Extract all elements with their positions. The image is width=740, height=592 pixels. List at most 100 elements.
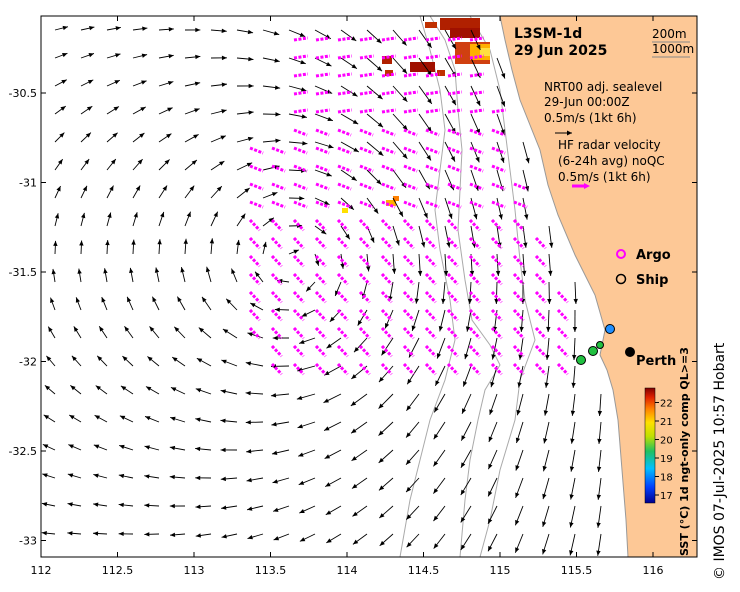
radar-arrow bbox=[381, 108, 397, 114]
velocity-arrowhead bbox=[569, 550, 574, 556]
velocity-arrowhead bbox=[352, 91, 358, 97]
radar-arrow bbox=[248, 326, 261, 340]
velocity-arrowhead bbox=[169, 445, 176, 451]
y-tick-label: -32.5 bbox=[9, 445, 37, 458]
radar-arrow bbox=[293, 54, 309, 60]
radar-arrow bbox=[381, 54, 397, 60]
velocity-arrowhead bbox=[411, 325, 416, 331]
radar-arrow bbox=[381, 146, 396, 155]
radar-arrow bbox=[469, 90, 485, 96]
velocity-arrowhead bbox=[41, 502, 48, 507]
velocity-arrowhead bbox=[476, 44, 481, 50]
velocity-arrowhead bbox=[81, 212, 86, 219]
velocity-arrowhead bbox=[274, 85, 281, 90]
velocity-arrowhead bbox=[166, 133, 172, 139]
velocity-arrowhead bbox=[189, 185, 195, 191]
velocity-arrowhead bbox=[351, 175, 357, 181]
radar-arrow bbox=[403, 182, 418, 191]
velocity-arrowhead bbox=[167, 80, 174, 86]
argo-float-marker[interactable] bbox=[596, 341, 604, 349]
radar-arrow bbox=[359, 108, 375, 114]
radar-arrow bbox=[468, 254, 481, 268]
velocity-arrowhead bbox=[406, 542, 412, 548]
radar-arrow bbox=[337, 200, 352, 209]
velocity-arrowhead bbox=[144, 532, 150, 537]
argo-float-marker[interactable] bbox=[588, 346, 598, 356]
radar-arrow bbox=[336, 362, 349, 376]
radar-arrow bbox=[293, 146, 308, 155]
velocity-arrowhead bbox=[299, 508, 305, 514]
velocity-arrowhead bbox=[315, 260, 320, 266]
ship-legend-icon bbox=[615, 273, 627, 285]
velocity-arrowhead bbox=[42, 473, 48, 478]
velocity-arrowhead bbox=[299, 32, 306, 37]
radar-arrow bbox=[469, 146, 484, 155]
argo-float-marker[interactable] bbox=[605, 324, 615, 334]
radar-arrow bbox=[314, 272, 327, 286]
velocity-arrowhead bbox=[500, 101, 506, 107]
radar-arrow bbox=[469, 164, 484, 173]
radar-arrow bbox=[469, 54, 485, 60]
radar-arrow bbox=[315, 146, 330, 155]
radar-velocity-arrows bbox=[248, 36, 569, 376]
velocity-arrowhead bbox=[569, 522, 574, 528]
radar-arrow bbox=[424, 254, 437, 268]
velocity-arrowhead bbox=[376, 66, 383, 72]
velocity-arrowhead bbox=[340, 263, 345, 269]
velocity-arrowhead bbox=[195, 446, 201, 452]
radar-arrow bbox=[534, 326, 547, 340]
radar-arrow bbox=[490, 272, 503, 286]
radar-arrow bbox=[468, 344, 481, 358]
radar-arrow bbox=[447, 72, 463, 78]
radar-arrow bbox=[447, 54, 463, 60]
radar-arrow bbox=[248, 218, 261, 232]
radar-arrow bbox=[491, 108, 507, 114]
velocity-arrowhead bbox=[417, 270, 423, 276]
velocity-arrowhead bbox=[216, 186, 222, 192]
velocity-arrowhead bbox=[220, 135, 226, 140]
velocity-arrowhead bbox=[376, 38, 382, 44]
radar-arrow bbox=[425, 182, 440, 191]
radar-arrow bbox=[314, 290, 327, 304]
velocity-arrowhead bbox=[476, 100, 481, 106]
velocity-arrowhead bbox=[433, 460, 439, 467]
velocity-arrowhead bbox=[79, 240, 84, 246]
velocity-arrowhead bbox=[324, 426, 330, 431]
radar-arrow bbox=[270, 236, 283, 250]
radar-arrow bbox=[337, 128, 352, 137]
velocity-arrowhead bbox=[221, 55, 227, 61]
velocity-arrowhead bbox=[250, 302, 256, 308]
velocity-arrowhead bbox=[433, 515, 439, 522]
radar-arrow bbox=[249, 164, 264, 173]
velocity-arrowhead bbox=[489, 409, 494, 415]
velocity-arrowhead bbox=[352, 511, 358, 517]
velocity-arrowhead bbox=[324, 200, 330, 205]
radar-arrow bbox=[446, 362, 459, 376]
velocity-arrowhead bbox=[140, 106, 146, 112]
velocity-arrowhead bbox=[169, 474, 175, 480]
radar-arrow bbox=[292, 218, 305, 232]
radar-arrow bbox=[293, 164, 308, 173]
radar-arrow bbox=[424, 218, 437, 232]
velocity-arrowhead bbox=[115, 26, 121, 31]
velocity-arrowhead bbox=[99, 326, 104, 332]
velocity-arrowhead bbox=[357, 320, 363, 326]
velocity-arrowhead bbox=[240, 213, 246, 220]
ship-marker[interactable] bbox=[625, 347, 635, 357]
radar-arrow bbox=[425, 146, 440, 155]
radar-arrow bbox=[380, 290, 393, 304]
velocity-arrowhead bbox=[205, 266, 211, 273]
velocity-arrowhead bbox=[94, 415, 101, 420]
velocity-arrowhead bbox=[348, 204, 354, 210]
argo-float-marker[interactable] bbox=[576, 355, 586, 365]
radar-arrow bbox=[381, 182, 396, 191]
velocity-arrowhead bbox=[395, 240, 400, 246]
radar-arrow bbox=[270, 272, 283, 286]
velocity-arrowhead bbox=[545, 354, 550, 360]
velocity-arrowhead bbox=[423, 212, 428, 219]
radar-arrow bbox=[271, 146, 286, 155]
velocity-arrowhead bbox=[168, 54, 174, 59]
velocity-arrowhead bbox=[402, 96, 408, 102]
velocity-arrowhead bbox=[329, 316, 335, 322]
velocity-arrowhead bbox=[137, 159, 143, 165]
